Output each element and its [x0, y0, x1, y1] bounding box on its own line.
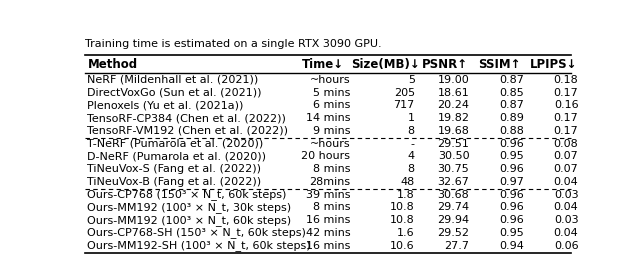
Text: 8: 8 — [408, 126, 415, 136]
Text: SSIM↑: SSIM↑ — [478, 58, 520, 71]
Text: Method: Method — [88, 58, 138, 71]
Text: Ours-MM192-SH (100³ × N_t, 60k steps): Ours-MM192-SH (100³ × N_t, 60k steps) — [88, 240, 311, 251]
Text: Time↓: Time↓ — [302, 58, 344, 71]
Text: 14 mins: 14 mins — [306, 113, 350, 123]
Text: 1.6: 1.6 — [397, 228, 415, 238]
Text: 16 mins: 16 mins — [306, 241, 350, 251]
Text: 0.17: 0.17 — [554, 113, 579, 123]
Text: 0.04: 0.04 — [554, 228, 579, 238]
Text: 0.89: 0.89 — [499, 113, 524, 123]
Text: D-NeRF (Pumarola et al. (2020)): D-NeRF (Pumarola et al. (2020)) — [88, 151, 266, 161]
Text: 4: 4 — [408, 151, 415, 161]
Text: NeRF (Mildenhall et al. (2021)): NeRF (Mildenhall et al. (2021)) — [88, 75, 259, 85]
Text: 0.85: 0.85 — [499, 87, 524, 98]
Text: 19.68: 19.68 — [438, 126, 469, 136]
Text: 0.16: 0.16 — [554, 100, 579, 110]
Text: 48: 48 — [401, 177, 415, 187]
Text: ~hours: ~hours — [310, 139, 350, 149]
Text: 19.00: 19.00 — [438, 75, 469, 85]
Text: 30.68: 30.68 — [438, 190, 469, 200]
Text: 42 mins: 42 mins — [306, 228, 350, 238]
Text: 0.04: 0.04 — [554, 177, 579, 187]
Text: 29.51: 29.51 — [438, 139, 469, 149]
Text: 205: 205 — [394, 87, 415, 98]
Text: 10.6: 10.6 — [390, 241, 415, 251]
Text: 6 mins: 6 mins — [313, 100, 350, 110]
Text: 0.17: 0.17 — [554, 126, 579, 136]
Text: 0.87: 0.87 — [499, 100, 524, 110]
Text: 16 mins: 16 mins — [306, 215, 350, 225]
Text: 30.50: 30.50 — [438, 151, 469, 161]
Text: 5: 5 — [408, 75, 415, 85]
Text: 0.95: 0.95 — [499, 151, 524, 161]
Text: 39 mins: 39 mins — [306, 190, 350, 200]
Text: 29.52: 29.52 — [437, 228, 469, 238]
Text: -: - — [411, 139, 415, 149]
Text: TiNeuVox-S (Fang et al. (2022)): TiNeuVox-S (Fang et al. (2022)) — [88, 164, 262, 174]
Text: 0.07: 0.07 — [554, 151, 579, 161]
Text: Training time is estimated on a single RTX 3090 GPU.: Training time is estimated on a single R… — [85, 39, 381, 49]
Text: 0.03: 0.03 — [554, 190, 579, 200]
Text: 29.94: 29.94 — [437, 215, 469, 225]
Text: 28mins: 28mins — [309, 177, 350, 187]
Text: Plenoxels (Yu et al. (2021a)): Plenoxels (Yu et al. (2021a)) — [88, 100, 244, 110]
Text: 32.67: 32.67 — [438, 177, 469, 187]
Text: 0.08: 0.08 — [554, 139, 579, 149]
Text: 0.96: 0.96 — [499, 215, 524, 225]
Text: 717: 717 — [394, 100, 415, 110]
Text: 0.03: 0.03 — [554, 215, 579, 225]
Text: 0.94: 0.94 — [499, 241, 524, 251]
Text: 8 mins: 8 mins — [313, 202, 350, 213]
Text: TensoRF-CP384 (Chen et al. (2022)): TensoRF-CP384 (Chen et al. (2022)) — [88, 113, 286, 123]
Text: 0.97: 0.97 — [499, 177, 524, 187]
Text: 5 mins: 5 mins — [313, 87, 350, 98]
Text: Ours-MM192 (100³ × N_t, 60k steps): Ours-MM192 (100³ × N_t, 60k steps) — [88, 215, 292, 225]
Text: 0.17: 0.17 — [554, 87, 579, 98]
Text: 0.18: 0.18 — [554, 75, 579, 85]
Text: 8: 8 — [408, 164, 415, 174]
Text: 10.8: 10.8 — [390, 215, 415, 225]
Text: 18.61: 18.61 — [438, 87, 469, 98]
Text: 0.04: 0.04 — [554, 202, 579, 213]
Text: 0.88: 0.88 — [499, 126, 524, 136]
Text: Ours-CP768 (150³ × N_t, 60k steps): Ours-CP768 (150³ × N_t, 60k steps) — [88, 189, 287, 200]
Text: T-NeRF (Pumarola et al. (2020)): T-NeRF (Pumarola et al. (2020)) — [88, 139, 264, 149]
Text: 20.24: 20.24 — [437, 100, 469, 110]
Text: 19.82: 19.82 — [437, 113, 469, 123]
Text: 30.75: 30.75 — [438, 164, 469, 174]
Text: 1: 1 — [408, 113, 415, 123]
Text: 8 mins: 8 mins — [313, 164, 350, 174]
Text: 27.7: 27.7 — [444, 241, 469, 251]
Text: TensoRF-VM192 (Chen et al. (2022)): TensoRF-VM192 (Chen et al. (2022)) — [88, 126, 289, 136]
Text: 1.8: 1.8 — [397, 190, 415, 200]
Text: 20 hours: 20 hours — [301, 151, 350, 161]
Text: 29.74: 29.74 — [437, 202, 469, 213]
Text: Ours-MM192 (100³ × N_t, 30k steps): Ours-MM192 (100³ × N_t, 30k steps) — [88, 202, 292, 213]
Text: 0.96: 0.96 — [499, 202, 524, 213]
Text: DirectVoxGo (Sun et al. (2021)): DirectVoxGo (Sun et al. (2021)) — [88, 87, 262, 98]
Text: TiNeuVox-B (Fang et al. (2022)): TiNeuVox-B (Fang et al. (2022)) — [88, 177, 262, 187]
Text: 0.96: 0.96 — [499, 190, 524, 200]
Text: 0.96: 0.96 — [499, 139, 524, 149]
Text: 0.06: 0.06 — [554, 241, 579, 251]
Text: PSNR↑: PSNR↑ — [422, 58, 468, 71]
Text: ~hours: ~hours — [310, 75, 350, 85]
Text: Size(MB)↓: Size(MB)↓ — [351, 58, 419, 71]
Text: 9 mins: 9 mins — [313, 126, 350, 136]
Text: 0.07: 0.07 — [554, 164, 579, 174]
Text: 0.95: 0.95 — [499, 228, 524, 238]
Text: 0.87: 0.87 — [499, 75, 524, 85]
Text: LPIPS↓: LPIPS↓ — [530, 58, 577, 71]
Text: Ours-CP768-SH (150³ × N_t, 60k steps): Ours-CP768-SH (150³ × N_t, 60k steps) — [88, 227, 307, 238]
Text: 0.96: 0.96 — [499, 164, 524, 174]
Text: 10.8: 10.8 — [390, 202, 415, 213]
